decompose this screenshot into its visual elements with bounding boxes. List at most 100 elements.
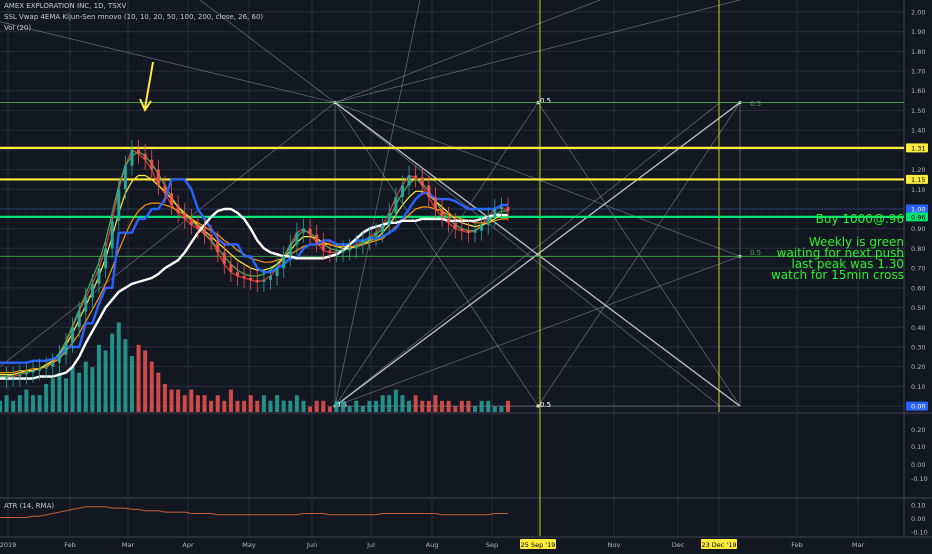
candle-body [321,242,325,251]
volume-bar [235,400,240,412]
price-tick-label: 0.50 [911,304,925,312]
time-tick-label: Dec [672,541,685,549]
volume-bar [360,406,365,412]
series-layer [0,140,510,389]
atr-layer [0,506,508,518]
gann-fan-line [0,21,336,103]
price-tick-label: 0.60 [911,284,925,292]
candle-body [156,169,160,186]
volume-bar [453,406,458,412]
candle-body [216,240,220,253]
price-badge-label: 1.15 [911,176,925,184]
time-tick-label: Mar [852,541,865,549]
price-badge [906,212,928,222]
gann-fan-line [334,255,741,407]
candle-body [288,244,292,257]
price-tick-label: 1.60 [911,87,925,95]
candle-body [348,248,352,251]
price-badge [906,174,928,184]
gann-fan-line [0,102,336,367]
volume-bar [30,395,35,412]
atr-legend: ATR (14, RMA) [4,502,55,510]
candle-body [466,230,470,233]
time-badge [520,539,556,549]
arrow-annotation [139,61,154,113]
volume-bar [354,400,359,412]
volume-bar [162,384,167,412]
candle-body [209,234,213,241]
candle-body [367,236,371,241]
volume-bar [44,384,49,412]
candle-body [381,224,385,233]
volume-bar [96,344,101,412]
price-tick-label: 1.10 [911,186,925,194]
time-tick-label: Sep [486,541,498,549]
candle-body [77,311,81,328]
candle-body [334,252,338,254]
candle-body [341,250,345,253]
candle-body [315,234,319,243]
price-tick-label: 0.10 [911,383,925,391]
volume-bar [420,400,425,412]
candle-body [137,149,141,154]
axes-layer: 0.10 0.00 -0.10 0.20 0.10 0.00 -0.10 2.00 1.90 1.… [0,8,932,550]
volume-bar [136,344,141,412]
candle-body [361,240,365,245]
candle-body [308,228,312,235]
price-tick-label: 0.40 [911,324,925,332]
volume-bar [143,350,148,412]
time-tick-label: Feb [64,541,76,549]
atr-tick-label: -0.10 [911,528,928,536]
volume-bar [24,389,29,412]
volume-bar [255,400,260,412]
gann-fan-line [334,102,539,407]
gann-fan-line [334,102,721,407]
gann-fan-line [537,102,741,407]
price-axis-background [904,0,932,550]
volume-bar [380,395,385,412]
volume-bar [222,400,227,412]
candle-body [506,207,510,211]
volume-bar [17,395,22,412]
candle-body [440,209,444,217]
candle-body [387,212,391,225]
candle-body [90,283,94,298]
price-badge-label: 1.00 [911,206,925,214]
volume-bar [103,350,108,412]
volume-bar [202,395,207,412]
volume-bar [182,395,187,412]
volume-bar [301,400,306,412]
candle-body [189,218,193,225]
volume-bar [209,400,214,412]
candle-body [328,250,332,253]
candle-body [255,279,259,282]
price-tick-label: 0.30 [911,343,925,351]
candle-body [5,376,9,379]
time-tick-label: May [242,541,256,549]
price-tick-label: 1.80 [911,48,925,56]
candle-body [374,232,378,237]
price-badge [906,204,928,214]
price-tick-label: 0.80 [911,245,925,253]
volume-bar [0,400,2,412]
volume-bar [70,367,75,412]
candle-body [31,370,35,373]
volume-bar [281,400,286,412]
volume-bar [57,372,62,412]
volume-bar [486,400,491,412]
candle-body [447,216,451,223]
candle-body [433,197,437,209]
candle-body [150,159,154,170]
volume-bar [195,395,200,412]
gann-fan-line [334,102,741,407]
gann-fan-line [199,0,336,103]
volume-bar [387,395,392,412]
volume-bar [440,400,445,412]
arrow-head [139,98,152,113]
gann-fan-line [537,102,741,407]
volume-bar [426,400,431,412]
candle-body [163,185,167,194]
candle-body [57,354,61,363]
volume-bar [367,400,372,412]
